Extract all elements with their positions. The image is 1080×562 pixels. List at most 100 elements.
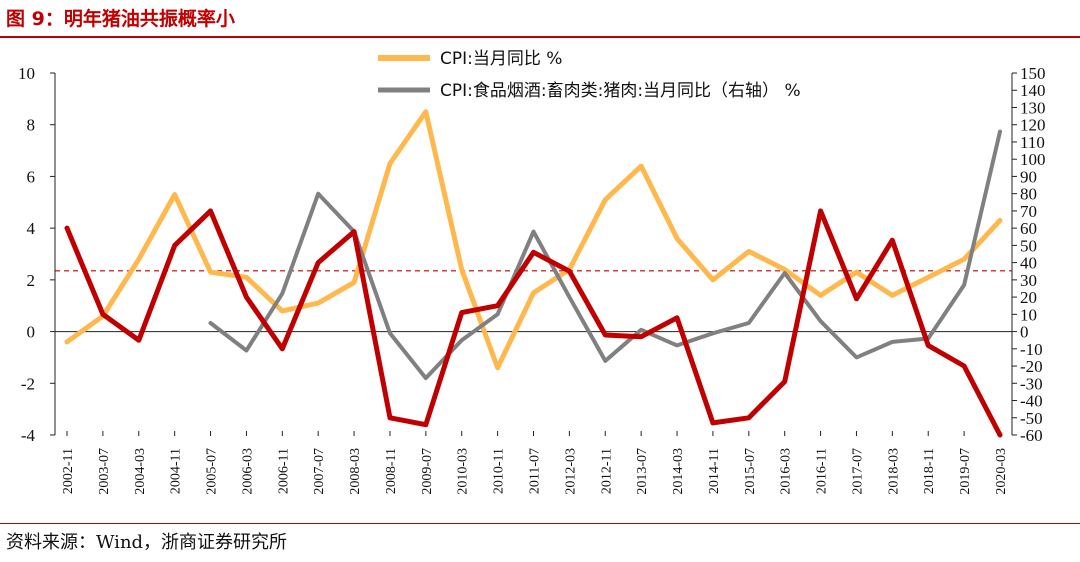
data-point-cpi	[532, 291, 535, 295]
left-tick-label: 4	[27, 219, 36, 238]
data-point-food	[998, 130, 1002, 134]
data-point-cpi	[460, 268, 464, 272]
x-tick-label: 2020-03	[994, 448, 1009, 495]
data-point-cpi	[316, 301, 320, 305]
x-tick-label: 2012-03	[563, 448, 578, 495]
right-tick-label: -40	[1020, 392, 1043, 411]
data-point-pork	[962, 364, 966, 368]
right-tick-label: -50	[1020, 409, 1043, 428]
data-point-pork	[244, 295, 248, 299]
source-rule	[0, 523, 1080, 524]
data-point-pork	[783, 380, 787, 384]
data-point-pork	[173, 243, 177, 247]
data-point-food	[424, 376, 428, 380]
data-point-pork	[388, 416, 392, 420]
data-point-cpi	[783, 268, 787, 272]
data-point-food	[962, 283, 966, 287]
right-tick-label: 0	[1020, 323, 1029, 342]
left-tick-label: 0	[27, 323, 36, 342]
right-tick-label: 100	[1020, 150, 1046, 169]
x-tick-label: 2011-07	[528, 448, 543, 494]
data-point-pork	[639, 335, 643, 339]
x-tick-label: 2006-03	[240, 448, 255, 495]
data-point-cpi	[352, 280, 356, 284]
x-tick-label: 2012-11	[599, 448, 614, 494]
data-point-food	[567, 295, 571, 299]
data-point-cpi	[819, 293, 823, 297]
x-tick-label: 2018-11	[922, 448, 937, 494]
data-point-pork	[209, 209, 213, 213]
x-tick-label: 2009-07	[420, 448, 435, 495]
left-tick-label: 10	[18, 64, 35, 83]
legend-label-cpi: CPI:当月同比 %	[440, 49, 562, 69]
right-tick-label: 80	[1020, 185, 1037, 204]
x-tick-label: 2004-03	[133, 448, 148, 495]
data-point-pork	[65, 226, 69, 230]
right-tick-label: 150	[1020, 64, 1046, 83]
data-point-pork	[747, 416, 751, 420]
left-tick-label: -2	[21, 374, 35, 393]
right-tick-label: 110	[1020, 133, 1045, 152]
right-tick-label: 120	[1020, 116, 1046, 135]
data-point-cpi	[675, 236, 679, 240]
x-tick-label: 2007-07	[312, 448, 327, 495]
x-tick-label: 2010-03	[456, 448, 471, 495]
axes-group	[50, 72, 1017, 436]
data-point-food	[890, 340, 894, 344]
data-point-cpi	[998, 218, 1002, 222]
data-point-food	[388, 331, 392, 335]
source-note: 资料来源：Wind，浙商证券研究所	[6, 532, 288, 553]
data-point-food	[819, 319, 823, 323]
left-tick-labels: -4 -2 0 2 4 6 8 10	[18, 64, 36, 445]
data-point-pork	[890, 238, 894, 242]
right-tick-label: -10	[1020, 340, 1043, 359]
right-tick-label: 90	[1020, 167, 1037, 186]
data-point-food	[244, 349, 248, 353]
right-tick-label: -20	[1020, 357, 1043, 376]
x-tick-label: 2006-11	[276, 448, 291, 494]
data-point-cpi	[244, 275, 248, 279]
x-tick-label: 2017-07	[850, 448, 865, 495]
x-tick-label: 2002-11	[61, 448, 76, 494]
data-point-food	[496, 312, 500, 316]
data-point-cpi	[496, 366, 500, 370]
data-point-pork	[424, 423, 428, 427]
title-rule	[0, 36, 1080, 38]
x-tick-label: 2004-11	[169, 448, 184, 494]
x-tick-label: 2015-07	[743, 448, 758, 495]
data-point-food	[854, 355, 858, 359]
x-tick-label: 2018-03	[886, 448, 901, 495]
right-tick-label: -30	[1020, 374, 1043, 393]
data-point-food	[316, 192, 320, 196]
data-point-food	[675, 343, 679, 347]
data-point-cpi	[173, 193, 177, 197]
data-point-pork	[854, 297, 858, 301]
data-point-pork	[567, 269, 571, 273]
right-tick-label: 140	[1020, 81, 1046, 100]
legend-label-food: CPI:食品烟酒:畜肉类:猪肉:当月同比（右轴） %	[440, 81, 801, 101]
right-tick-label: -60	[1020, 426, 1043, 445]
data-point-cpi	[65, 340, 69, 344]
x-tick-label: 2014-03	[671, 448, 686, 495]
data-point-food	[639, 328, 643, 332]
left-tick-label: 8	[27, 116, 36, 135]
data-point-cpi	[388, 162, 392, 165]
x-tick-label: 2016-03	[779, 448, 794, 495]
data-point-pork	[352, 230, 356, 234]
x-tick-label: 2005-07	[205, 448, 220, 495]
data-point-food	[209, 321, 213, 325]
data-point-cpi	[890, 293, 894, 297]
data-point-pork	[496, 304, 500, 308]
data-point-cpi	[854, 270, 858, 274]
data-point-food	[280, 292, 284, 296]
data-point-pork	[711, 421, 715, 425]
right-tick-label: 70	[1020, 202, 1037, 221]
x-tick-label: 2013-07	[635, 448, 650, 495]
right-tick-label: 20	[1020, 288, 1037, 307]
x-tick-label: 2019-07	[958, 448, 973, 495]
data-point-cpi	[603, 198, 607, 202]
data-point-cpi	[962, 257, 966, 261]
data-point-cpi	[137, 257, 141, 261]
figure-title: 图 9：明年猪油共振概率小	[6, 8, 235, 30]
x-tick-label: 2008-11	[384, 448, 399, 494]
